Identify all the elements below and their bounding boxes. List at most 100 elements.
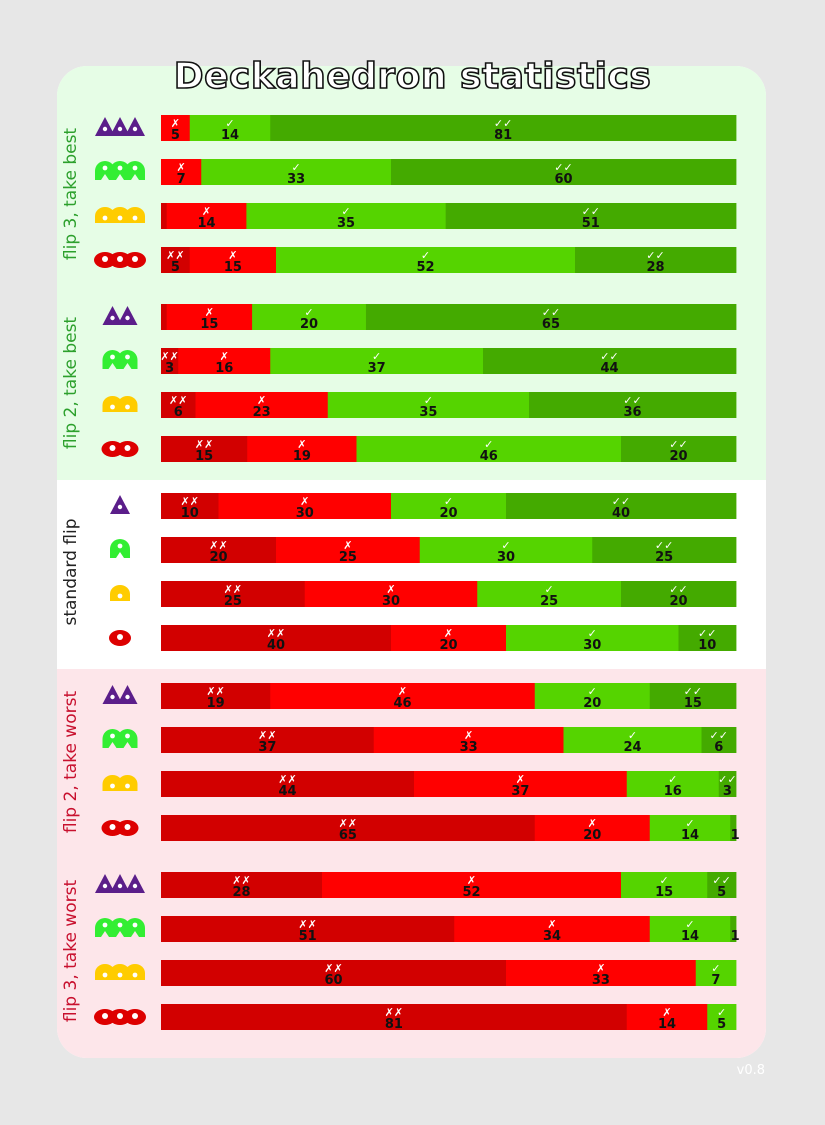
bar-segment-double-fail [161,872,323,898]
outcome-mark: ✗ [547,918,556,931]
data-label: 46 [480,449,498,464]
arch-icon [110,539,130,558]
outcome-mark: ✗✗ [324,962,342,975]
data-label: 20 [583,696,601,711]
data-label: 14 [658,1017,676,1032]
dome-icon [95,207,145,223]
outcome-mark: ✗ [444,627,453,640]
data-label: 44 [278,784,296,799]
outcome-mark: ✓ [372,350,381,363]
bar-segment-fail [276,537,421,563]
bar-segment-double-fail [161,436,248,462]
outcome-mark: ✗✗ [298,918,316,931]
bar-segment-fail [414,771,628,797]
bar-segment-double-fail [161,815,536,841]
data-label: 35 [419,405,437,420]
outcome-mark: ✗ [596,962,605,975]
outcome-mark: ✓✓ [542,306,560,319]
bar-segment-double-fail [161,247,191,273]
bar-segment-double-success [391,159,737,185]
bar-segment-success [201,159,392,185]
data-label: 81 [385,1017,403,1032]
bar-segment-double-success [529,392,737,418]
blob-icon [94,1009,146,1025]
outcome-mark: ✗✗ [195,438,213,451]
bar-segment-fail [166,203,247,229]
bar-segment-fail [189,247,277,273]
bar-segment-fail [195,392,329,418]
data-label: 33 [287,172,305,187]
outcome-mark: ✗ [343,539,352,552]
triangle-icon [95,874,145,893]
bar-segment-double-fail [161,203,168,229]
bar-segment-double-fail [161,493,219,519]
bar-segment-success [327,392,530,418]
outcome-mark: ✓✓ [494,117,512,130]
bar-segment-success [534,683,651,709]
outcome-mark: ✗✗ [267,627,285,640]
outcome-mark: ✗ [228,249,237,262]
data-label: 20 [439,638,457,653]
data-label: 30 [382,594,400,609]
data-label: 51 [299,929,317,944]
outcome-mark: ✓ [660,874,669,887]
bar-segment-double-success [506,493,737,519]
bar-segment-success [270,348,484,374]
data-label: 15 [200,317,218,332]
data-label: 30 [583,638,601,653]
outcome-mark: ✗ [588,817,597,830]
blob-icon [94,252,146,268]
bar-segment-double-success [730,815,737,841]
bar-segment-fail [454,916,651,942]
outcome-mark: ✗ [662,1006,671,1019]
data-label: 19 [207,696,225,711]
outcome-mark: ✗✗ [206,685,224,698]
bar-segment-double-fail [161,625,392,651]
bar-segment-success [252,304,367,330]
outcome-mark: ✓ [685,918,694,931]
data-label: 28 [232,885,250,900]
triangle-icon [102,685,138,704]
group-label: flip 3, take best [61,128,81,261]
bar-segment-double-fail [161,537,277,563]
blob-icon [101,820,139,836]
bar-segment-fail [178,348,271,374]
arch-icon [95,918,145,937]
data-label: 7 [177,172,186,187]
data-label: 81 [494,128,512,143]
dome-icon [95,964,145,980]
outcome-mark: ✗✗ [278,773,296,786]
outcome-mark: ✗ [398,685,407,698]
data-label: 25 [655,550,673,565]
bar-segment-double-success [575,247,737,273]
bar-segment-double-fail [161,392,196,418]
data-label: 5 [717,885,726,900]
outcome-mark: ✗✗ [258,729,276,742]
outcome-mark: ✗✗ [385,1006,403,1019]
data-label: 60 [324,973,342,988]
data-label: 34 [543,929,561,944]
outcome-mark: ✓✓ [710,729,728,742]
data-label: 16 [215,361,233,376]
outcome-mark: ✓ [341,205,350,218]
bar-segment-success [621,872,708,898]
outcome-mark: ✓ [292,161,301,174]
bar-segment-double-success [621,436,737,462]
data-label: 20 [300,317,318,332]
data-label: 5 [171,260,180,275]
bar-segment-fail [626,1004,708,1030]
outcome-mark: ✗ [220,350,229,363]
data-label: 14 [681,828,699,843]
outcome-mark: ✓✓ [684,685,702,698]
data-label: 28 [646,260,664,275]
data-label: 3 [165,361,174,376]
data-label: 14 [221,128,239,143]
outcome-mark: ✓ [711,962,720,975]
outcome-mark: ✗ [177,161,186,174]
bar-segment-double-fail [161,348,179,374]
data-label: 25 [224,594,242,609]
data-label: 3 [723,784,732,799]
group-label: standard flip [61,518,81,625]
outcome-mark: ✓ [444,495,453,508]
